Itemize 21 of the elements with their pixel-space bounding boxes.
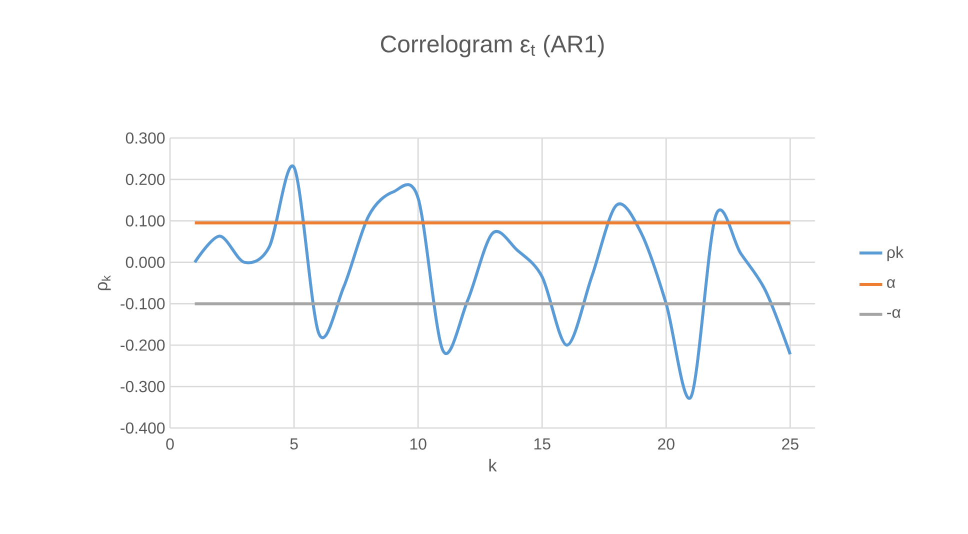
- x-tick-label: 20: [658, 438, 674, 450]
- y-tick-label: 0.000: [126, 256, 165, 268]
- line-series: [193, 166, 792, 398]
- x-tick-label: 15: [534, 438, 550, 450]
- y-tick-label: -0.400: [120, 422, 165, 434]
- x-tick-label: 25: [782, 438, 798, 450]
- x-tick-label: 10: [410, 438, 426, 450]
- y-axis-title: ρ$_{k}$: [98, 275, 111, 290]
- y-tick-label: 0.200: [126, 174, 165, 186]
- y-tick-label: -0.100: [120, 298, 165, 310]
- x-tick-label: 0: [166, 438, 174, 450]
- chart-title: Correlogram ε$_{t}$ (AR1): [381, 34, 604, 58]
- y-tick-label: -0.200: [120, 339, 165, 351]
- legend-label: -α: [887, 309, 900, 318]
- legend-label: ρk: [887, 246, 904, 262]
- legend-label: α: [887, 279, 896, 288]
- y-tick-label: 0.300: [126, 132, 165, 144]
- y-tick-label: -0.300: [120, 380, 165, 392]
- x-tick-label: 5: [290, 438, 298, 450]
- x-axis-title: k: [489, 458, 497, 472]
- y-tick-label: 0.100: [126, 215, 165, 227]
